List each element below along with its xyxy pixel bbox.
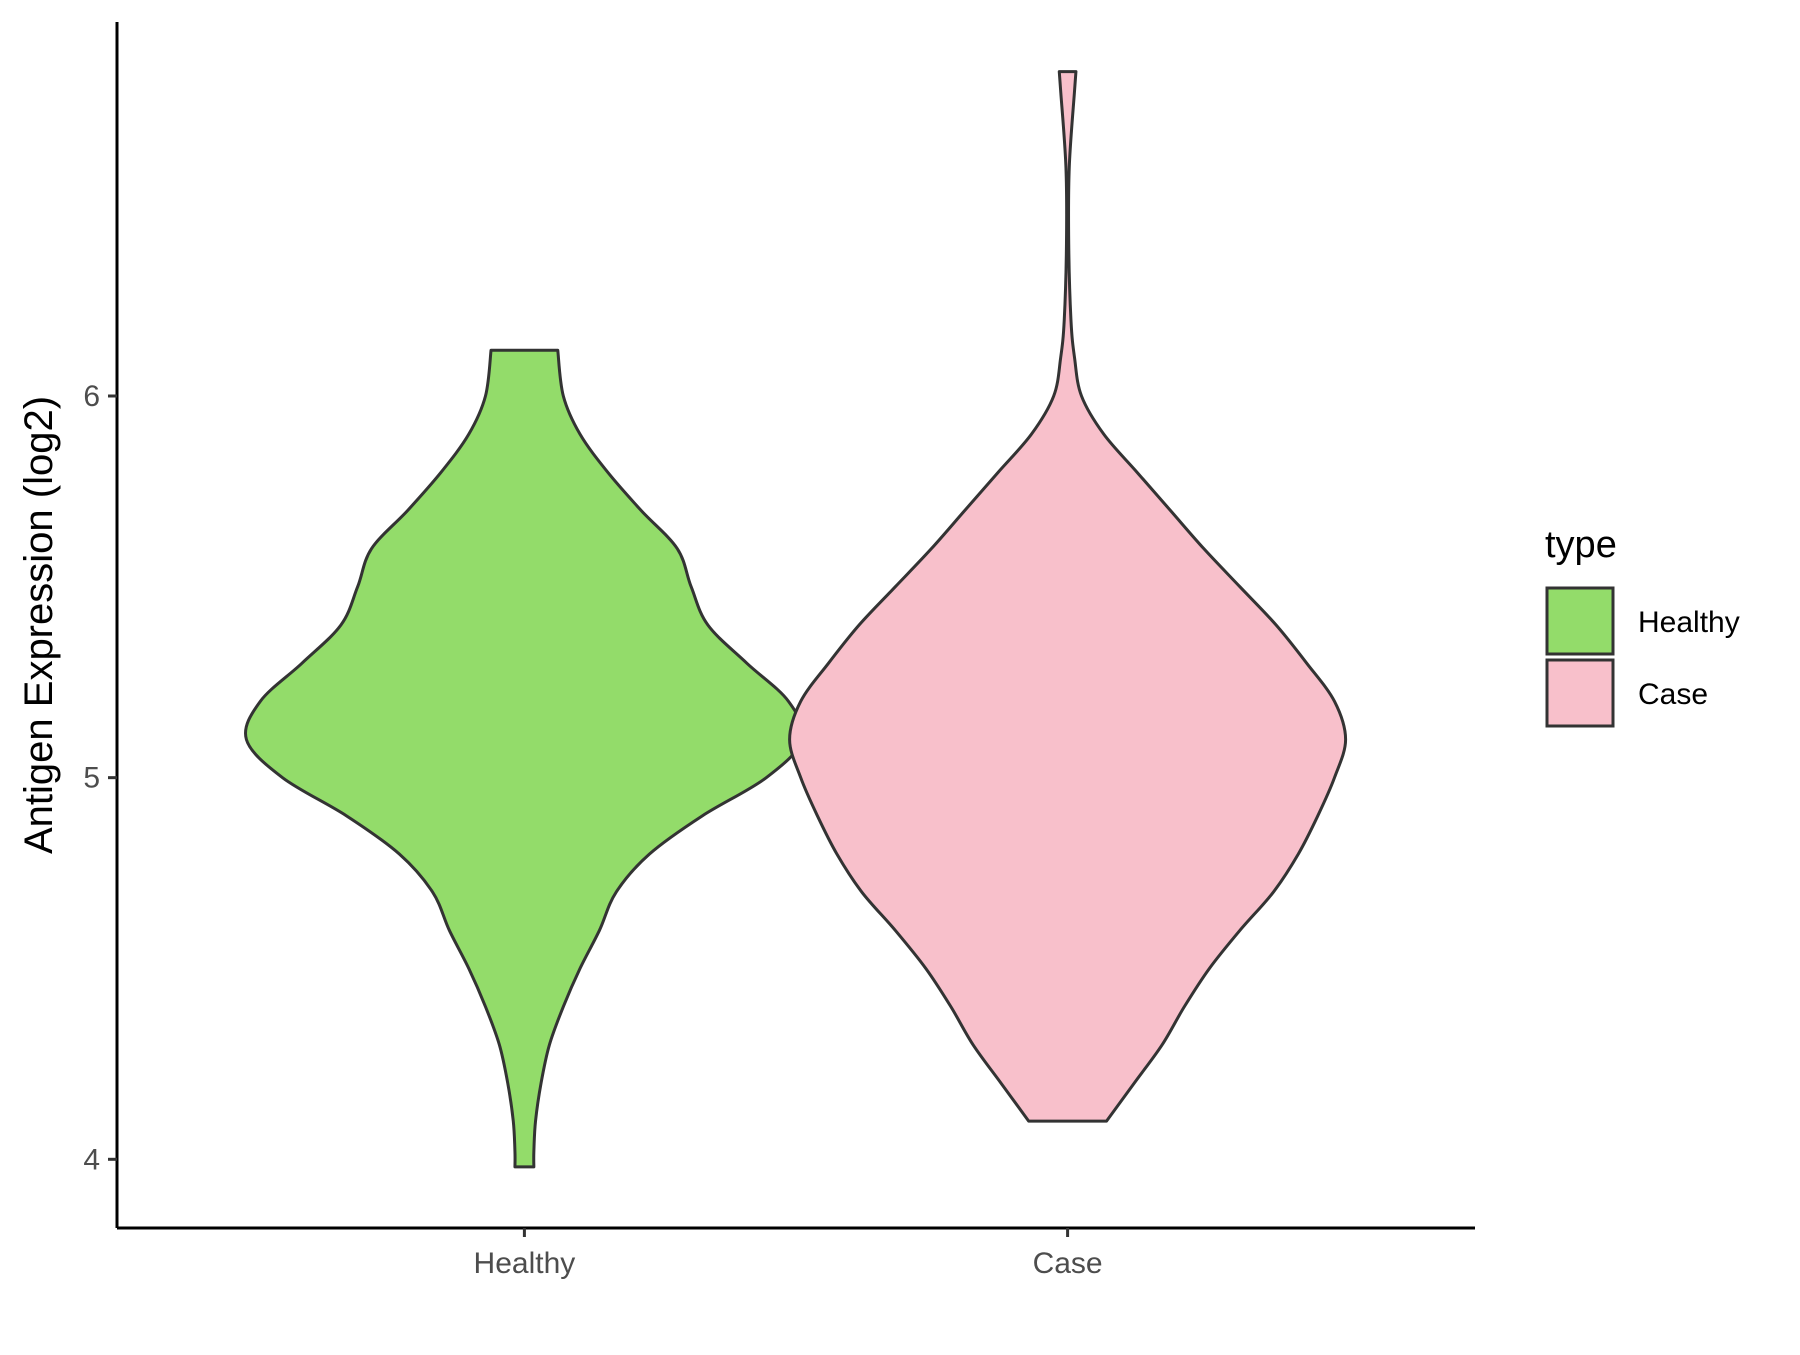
y-ticks: 4 5 6: [83, 380, 117, 1176]
violin-layer: [244, 70, 1348, 1169]
legend: type Healthy Case: [1545, 524, 1740, 728]
y-axis-title: Antigen Expression (log2): [17, 396, 61, 854]
violin-case: [788, 70, 1348, 1123]
y-tick-label: 5: [83, 762, 100, 795]
x-ticks: Healthy Case: [474, 1228, 1103, 1280]
legend-label-healthy: Healthy: [1638, 606, 1740, 639]
legend-swatch-healthy: [1545, 586, 1615, 656]
y-tick-label: 6: [83, 380, 100, 413]
violin-healthy: [244, 348, 805, 1169]
x-tick-label: Healthy: [474, 1247, 576, 1280]
y-tick-label: 4: [83, 1143, 100, 1176]
legend-label-case: Case: [1638, 678, 1708, 711]
legend-title: type: [1545, 524, 1617, 566]
axes-layer: 4 5 6 Healthy Case Antigen Expression (log2…: [17, 22, 1475, 1280]
legend-swatch-case: [1545, 658, 1615, 728]
legend-entries: Healthy Case: [1545, 586, 1740, 728]
x-tick-label: Case: [1033, 1247, 1103, 1280]
